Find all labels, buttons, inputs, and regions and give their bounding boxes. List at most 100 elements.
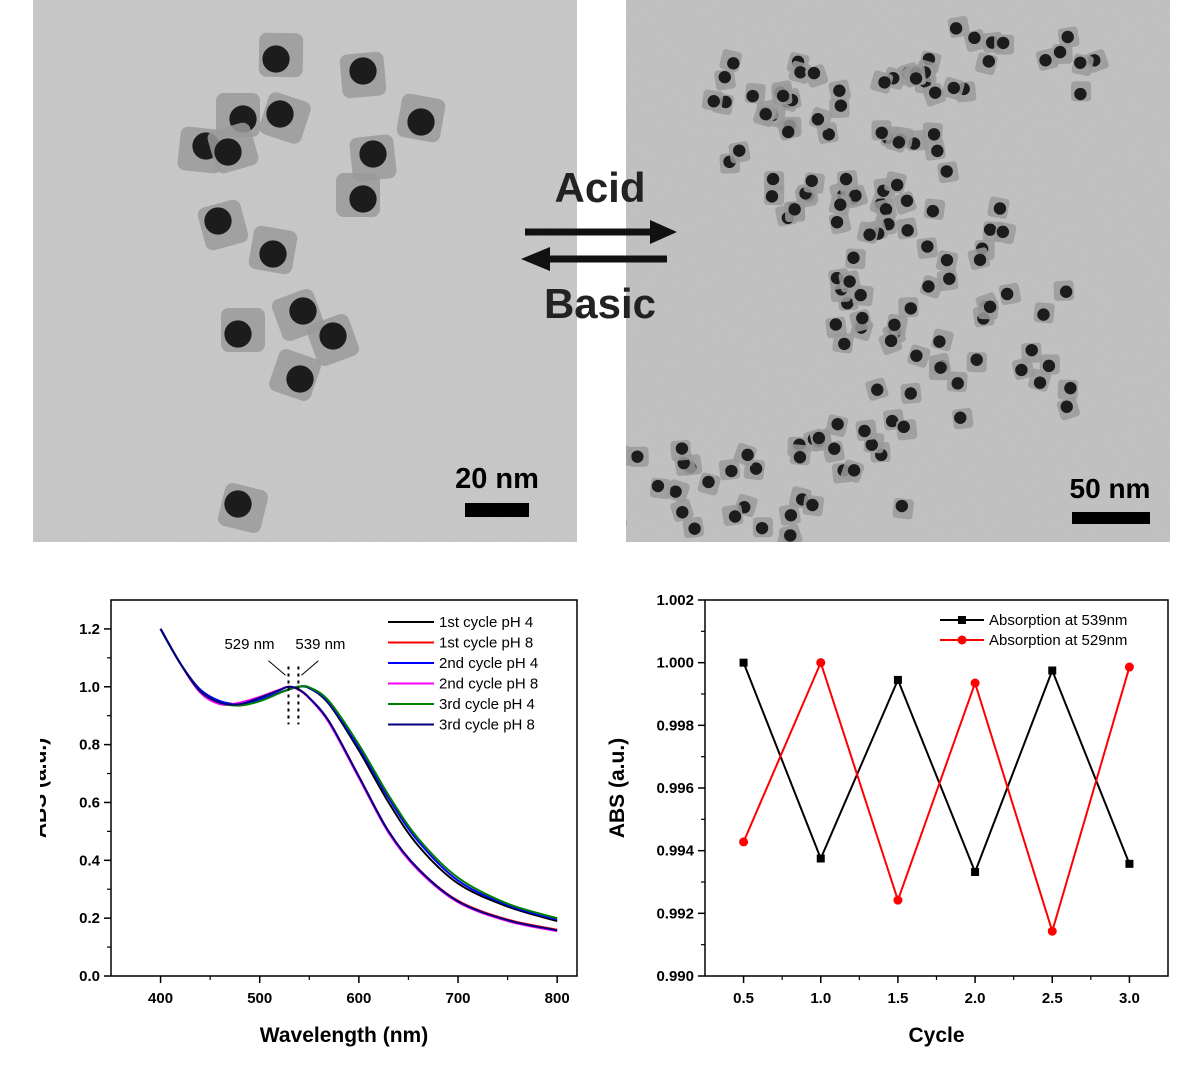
- nanoparticle-core: [669, 485, 682, 498]
- nanoparticle-core: [879, 203, 893, 216]
- nanoparticle-core: [822, 128, 835, 141]
- nanoparticle-core: [1074, 87, 1087, 101]
- data-point: [893, 895, 903, 905]
- nanoparticle-core: [702, 475, 715, 489]
- nanoparticle-core: [746, 89, 759, 103]
- annotation-529nm: 529 nm: [224, 636, 274, 653]
- nanoparticle-core: [983, 300, 997, 314]
- y-tick-label: 0.4: [79, 852, 101, 869]
- y-tick-label: 0.0: [79, 968, 100, 985]
- nanoparticle-core: [888, 318, 901, 331]
- reversible-reaction-arrows: Acid Basic: [505, 160, 695, 330]
- nanoparticle-core: [224, 320, 252, 348]
- nanoparticle-core: [954, 411, 967, 424]
- nanoparticle-core: [895, 499, 909, 513]
- nanoparticle-core: [651, 479, 665, 493]
- nanoparticle-core: [922, 280, 935, 293]
- y-tick-label: 1.0: [79, 679, 100, 696]
- legend-marker: [957, 635, 967, 645]
- legend-label: Absorption at 539nm: [989, 612, 1127, 629]
- absorption-spectrum-chart: 400 500 600 700 800 0.0 0.2 0.4 0.6 0.8 1.0 1.2 529…: [28, 580, 600, 1061]
- nanoparticle-core: [847, 251, 860, 264]
- legend-marker: [958, 616, 966, 624]
- nanoparticle-core: [909, 72, 923, 85]
- nanoparticle-core: [784, 509, 798, 522]
- nanoparticle-aggregate: [603, 15, 1109, 550]
- nanoparticle-core: [904, 387, 917, 400]
- nanoparticle-core: [831, 417, 844, 431]
- nanoparticle-core: [759, 108, 772, 121]
- nanoparticle-core: [776, 89, 790, 103]
- y-tick-label: 0.998: [656, 717, 694, 734]
- nanoparticle-core: [718, 70, 731, 84]
- nanoparticle-core: [871, 383, 884, 396]
- nanoparticle-core: [727, 57, 740, 70]
- y-tick-label: 0.992: [656, 905, 694, 922]
- nanoparticle-core: [1042, 359, 1056, 373]
- nanoparticle-core: [407, 108, 435, 136]
- nanoparticle-core: [970, 353, 983, 366]
- nanoparticle-core: [901, 224, 914, 237]
- nanoparticle-core: [1074, 56, 1087, 69]
- tem-image-aggregated: 50 nm: [603, 0, 1170, 550]
- nanoparticle-core: [765, 190, 779, 203]
- nanoparticle-core: [749, 462, 763, 475]
- x-tick-label: 1.0: [810, 990, 831, 1007]
- legend: 1st cycle pH 4 1st cycle pH 8 2nd cycle …: [388, 614, 538, 734]
- nanoparticle-core: [830, 215, 844, 229]
- nanoparticle-core: [319, 322, 347, 350]
- nanoparticle-core: [921, 240, 934, 253]
- nanoparticle-core: [951, 377, 964, 390]
- nanoparticle-core: [947, 81, 960, 95]
- nanoparticle-core: [910, 349, 923, 362]
- nanoparticle-core: [926, 204, 940, 218]
- nanoparticle-core: [1000, 287, 1014, 301]
- x-tick-label: 500: [247, 990, 272, 1007]
- nanoparticle-core: [885, 414, 899, 428]
- legend-label: 1st cycle pH 8: [439, 635, 533, 652]
- forward-arrow-icon: [525, 220, 677, 244]
- nanoparticle-core: [766, 172, 780, 186]
- nanoparticle-core: [755, 521, 769, 535]
- data-point: [816, 658, 826, 668]
- nanoparticle-core: [865, 438, 878, 451]
- arrow-icon: [268, 660, 286, 676]
- data-point: [1047, 926, 1057, 936]
- nanoparticle-core: [892, 136, 906, 149]
- nanoparticle-core: [838, 337, 851, 351]
- nanoparticle-core: [784, 529, 797, 542]
- x-tick-label: 3.0: [1119, 990, 1140, 1007]
- nanoparticle-core: [834, 198, 847, 211]
- x-tick-label: 800: [545, 990, 570, 1007]
- plot-frame: [110, 599, 578, 977]
- nanoparticle-core: [631, 450, 644, 463]
- basic-label: Basic: [544, 280, 656, 327]
- scale-bar-label: 20 nm: [455, 463, 539, 495]
- nanoparticle-core: [688, 522, 701, 535]
- nanoparticle-core: [289, 297, 317, 325]
- nanoparticle-core: [993, 202, 1007, 215]
- series-line: [742, 659, 1131, 935]
- data-point: [1124, 662, 1134, 672]
- cycle-absorbance-chart: 0.5 1.0 1.5 2.0 2.5 3.0 0.990 0.992 0.994 0.996 0.…: [600, 580, 1200, 1061]
- nanoparticle-core: [806, 498, 819, 512]
- nanoparticle-core: [1059, 285, 1073, 298]
- nanoparticle-core: [1064, 381, 1077, 395]
- nanoparticle-core: [262, 45, 290, 73]
- nanoparticle-core: [1053, 45, 1067, 59]
- legend: Absorption at 539nm Absorption at 529nm: [940, 612, 1127, 649]
- nanoparticle-core: [904, 302, 917, 315]
- nanoparticle-core: [794, 66, 807, 79]
- nanoparticle-core: [834, 99, 848, 112]
- annotation-539nm: 539 nm: [295, 636, 345, 653]
- nanoparticle-core: [949, 22, 963, 35]
- data-point: [970, 678, 980, 688]
- nanoparticle-core: [856, 311, 869, 325]
- nanoparticle-core: [733, 144, 746, 157]
- nanoparticle-core: [849, 189, 862, 202]
- legend-label: 2nd cycle pH 4: [439, 655, 538, 672]
- y-tick-label: 1.2: [79, 621, 100, 638]
- backward-arrow-icon: [521, 247, 667, 271]
- acid-label: Acid: [554, 164, 645, 211]
- x-tick-label: 2.0: [965, 990, 986, 1007]
